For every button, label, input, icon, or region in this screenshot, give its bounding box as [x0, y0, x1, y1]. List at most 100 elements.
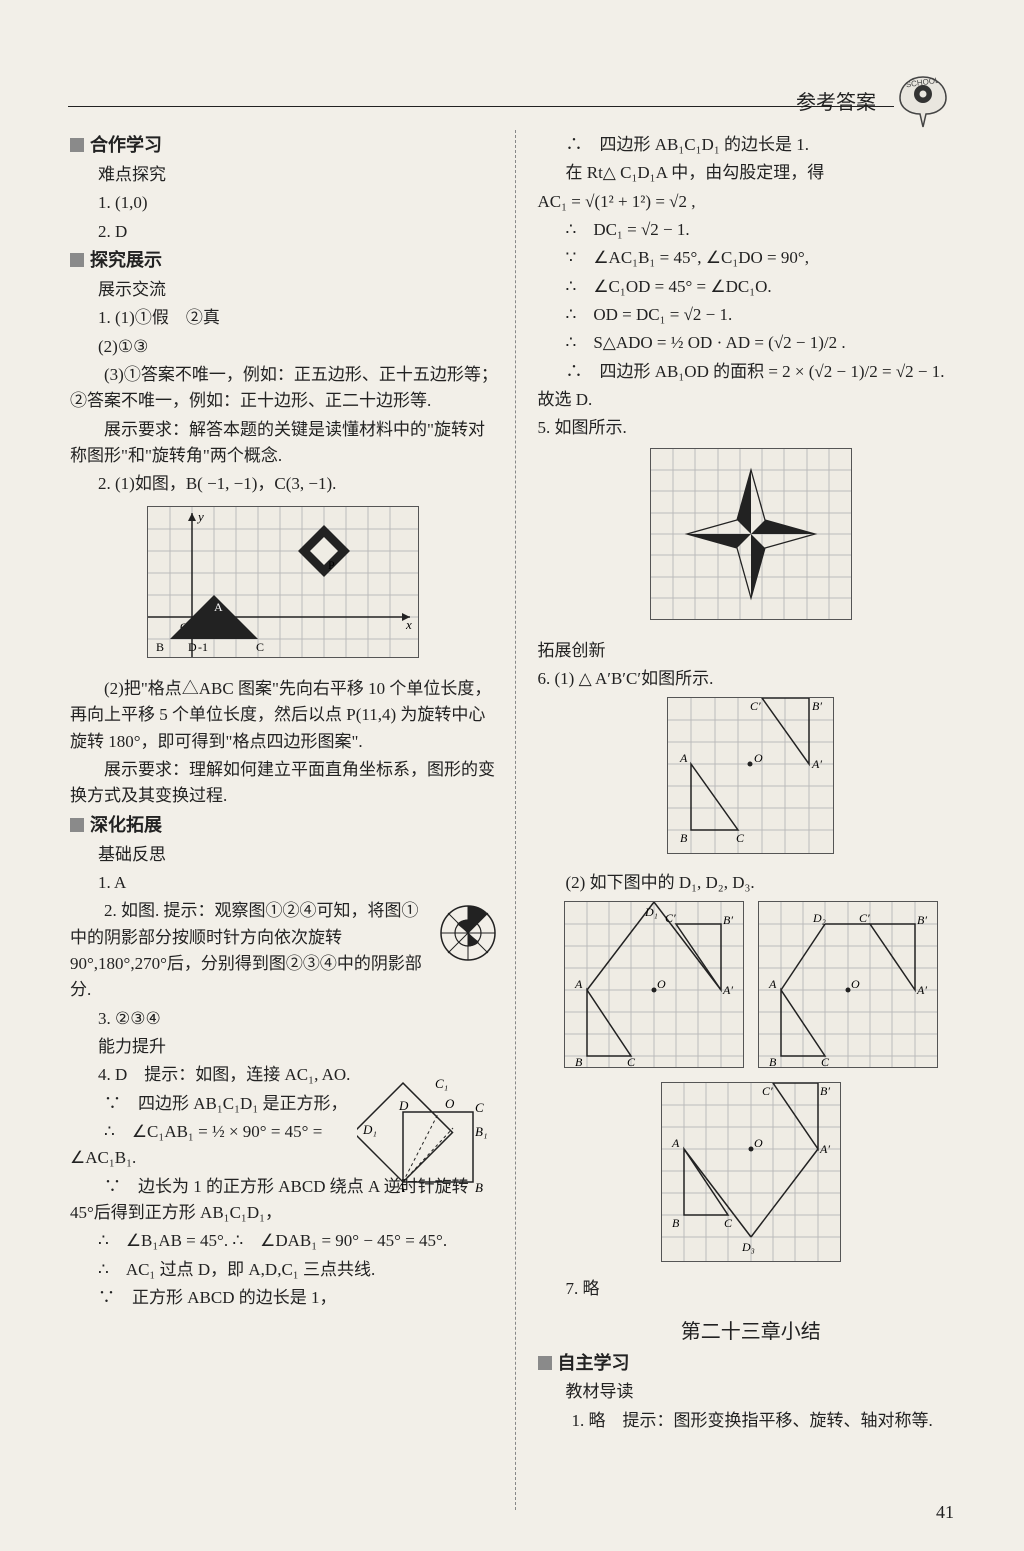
square-marker-icon — [70, 138, 84, 152]
svg-text:B: B — [475, 1180, 483, 1192]
figure-d1: O D₁ ABC A′B′C′ — [564, 901, 744, 1068]
text: 故选 D. — [538, 387, 965, 413]
svg-text:A: A — [574, 977, 583, 991]
svg-text:B: B — [769, 1055, 777, 1067]
text: ∵ 四边形 AB₁C₁D₁ 是正方形， — [70, 1091, 357, 1117]
text: 2. 如图. 提示：观察图①②④可知，将图①中的阴影部分按顺时针方向依次旋转 9… — [70, 898, 497, 1003]
chapter-title: 第二十三章小结 — [538, 1317, 965, 1348]
subhead: 拓展创新 — [538, 638, 965, 664]
sec-title: 自主学习 — [558, 1353, 630, 1373]
text: 5. 如图所示. — [538, 415, 965, 441]
text: ∴ ∠C₁AB₁ = ½ × 90° = 45° = ∠AC₁B₁. — [70, 1119, 357, 1172]
svg-text:B: B — [575, 1055, 583, 1067]
svg-text:C: C — [736, 831, 745, 845]
text: ∴ DC₁ = √2 − 1. — [538, 217, 965, 243]
svg-text:O: O — [754, 751, 763, 765]
subhead: 教材导读 — [538, 1379, 965, 1405]
text: 1. (1)①假 ②真 — [70, 305, 497, 331]
svg-text:C: C — [821, 1055, 830, 1067]
figure-rotated-square: A B C D O C₁ B₁ D₁ — [357, 1072, 497, 1192]
svg-text:y: y — [196, 509, 204, 524]
subhead: 展示交流 — [70, 277, 497, 303]
text: (3)①答案不唯一，例如：正五边形、正十五边形等； ②答案不唯一，例如：正十边形… — [70, 362, 497, 415]
svg-text:B′: B′ — [820, 1084, 830, 1098]
left-column: 合作学习 难点探究 1. (1,0) 2. D 探究展示 展示交流 1. (1)… — [70, 130, 516, 1510]
text: ∴ ∠C₁OD = 45° = ∠DC₁O. — [538, 274, 965, 300]
square-marker-icon — [538, 1356, 552, 1370]
text: (2) 如下图中的 D₁, D₂, D₃. — [538, 870, 965, 896]
subhead: 基础反思 — [70, 842, 497, 868]
svg-text:O: O — [851, 977, 860, 991]
svg-text:B′: B′ — [723, 913, 733, 927]
text: 在 Rt△ C₁D₁A 中，由勾股定理，得 — [538, 160, 965, 186]
svg-text:C′: C′ — [859, 911, 870, 925]
text: 7. 略 — [538, 1276, 965, 1302]
header-rule — [68, 106, 894, 107]
svg-text:C: C — [724, 1216, 733, 1230]
text: (2)①③ — [70, 334, 497, 360]
svg-text:C: C — [627, 1055, 636, 1067]
school-badge: SCHOOL — [892, 74, 954, 130]
svg-text:A′: A′ — [811, 757, 822, 771]
svg-text:A′: A′ — [722, 983, 733, 997]
svg-text:A: A — [214, 600, 223, 614]
text: ∴ S△ADO = ½ OD · AD = (√2 − 1)/2 . — [538, 330, 965, 356]
text: 6. (1) △ A′B′C′如图所示. — [538, 666, 965, 692]
sec-title: 探究展示 — [90, 250, 162, 270]
svg-text:B₁: B₁ — [475, 1124, 487, 1139]
text: ∴ OD = DC₁ = √2 − 1. — [538, 302, 965, 328]
svg-text:C′: C′ — [750, 699, 761, 713]
text: 1. 略 提示：图形变换指平移、旋转、轴对称等. — [538, 1408, 965, 1434]
text: 展示要求：解答本题的关键是读懂材料中的"旋转对称图形"和"旋转角"两个概念. — [70, 417, 497, 470]
text: AC₁ = √(1² + 1²) = √2 , — [538, 189, 965, 215]
svg-text:B: B — [672, 1216, 680, 1230]
svg-text:B: B — [156, 640, 164, 654]
svg-text:A: A — [679, 751, 688, 765]
figure-circle-sectors — [439, 904, 497, 962]
subhead: 能力提升 — [70, 1034, 497, 1060]
svg-text:D₁: D₁ — [644, 905, 658, 919]
svg-text:D₁: D₁ — [362, 1122, 377, 1137]
text: ∴ 四边形 AB₁C₁D₁ 的边长是 1. — [538, 132, 965, 158]
svg-text:C: C — [256, 640, 264, 654]
svg-text:D: D — [188, 640, 197, 654]
svg-text:A: A — [671, 1136, 680, 1150]
text: 3. ②③④ — [70, 1006, 497, 1032]
svg-text:-1: -1 — [198, 640, 208, 654]
svg-text:O: O — [445, 1096, 455, 1111]
svg-text:B′: B′ — [812, 699, 822, 713]
ref-answers-title: 参考答案 — [796, 86, 876, 115]
figure-star — [650, 448, 852, 620]
svg-text:A: A — [396, 1180, 405, 1192]
svg-text:D: D — [398, 1098, 409, 1113]
square-marker-icon — [70, 818, 84, 832]
text: 4. D 提示：如图，连接 AC₁, AO. — [70, 1062, 357, 1088]
text: 1. A — [70, 870, 497, 896]
figure-d3: O D₃ ABC A′B′C′ — [661, 1082, 841, 1262]
text: 1. (1,0) — [70, 190, 497, 216]
sec-title: 合作学习 — [90, 135, 162, 155]
text: 2. (1)如图，B( −1, −1)，C(3, −1). — [70, 471, 497, 497]
text: ∴ 四边形 AB₁OD 的面积 = 2 × (√2 − 1)/2 = √2 − … — [538, 359, 965, 385]
text: ∵ 正方形 ABCD 的边长是 1， — [70, 1285, 497, 1311]
figure-d2: D₂ O ABC A′B′C′ — [758, 901, 938, 1068]
svg-text:D₂: D₂ — [812, 911, 826, 925]
svg-text:O: O — [754, 1136, 763, 1150]
svg-text:P: P — [328, 558, 335, 572]
page-number: 41 — [936, 1502, 954, 1523]
svg-text:A′: A′ — [916, 983, 927, 997]
square-marker-icon — [70, 253, 84, 267]
text: ∴ ∠B₁AB = 45°. ∴ ∠DAB₁ = 90° − 45° = 45°… — [70, 1228, 497, 1254]
text: 展示要求：理解如何建立平面直角坐标系，图形的变换方式及其变换过程. — [70, 757, 497, 810]
figure-triangle-abc-prime: O A B C A′ B′ C′ — [667, 697, 834, 854]
figure-grid-abc: y x O 1 A B D -1 C P — [147, 506, 419, 658]
text: ∵ ∠AC₁B₁ = 45°, ∠C₁DO = 90°, — [538, 245, 965, 271]
svg-text:x: x — [405, 617, 412, 632]
svg-text:A′: A′ — [819, 1142, 830, 1156]
svg-text:B′: B′ — [917, 913, 927, 927]
subhead: 难点探究 — [70, 162, 497, 188]
svg-text:C′: C′ — [762, 1084, 773, 1098]
svg-text:C₁: C₁ — [435, 1076, 448, 1091]
right-column: ∴ 四边形 AB₁C₁D₁ 的边长是 1. 在 Rt△ C₁D₁A 中，由勾股定… — [516, 130, 965, 1510]
text: ∴ AC₁ 过点 D，即 A,D,C₁ 三点共线. — [70, 1257, 497, 1283]
